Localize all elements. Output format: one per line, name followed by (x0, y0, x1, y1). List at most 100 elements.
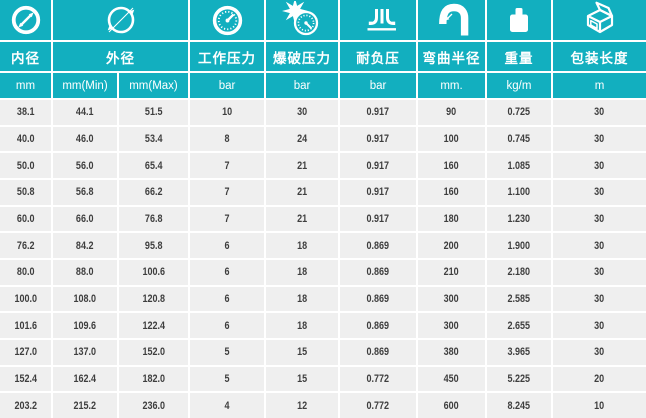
table-cell-r3-c7: 160 (418, 153, 485, 178)
unit-weight: kg/m (487, 73, 551, 98)
table-cell-r5-c1: 60.0 (0, 206, 51, 232)
table-cell-r3-c2: 56.0 (53, 153, 117, 178)
table-cell-r10-c2: 137.0 (53, 339, 117, 365)
table-cell-r8-c3: 120.8 (119, 286, 188, 312)
pressure-gauge-icon (212, 5, 242, 35)
vacuum-icon (367, 9, 396, 31)
table-cell-r11-c4: 5 (190, 366, 264, 392)
table-cell-r11-c9: 20 (553, 366, 646, 392)
table-cell-r11-c7: 450 (418, 366, 485, 392)
table-cell-r11-c2: 162.4 (53, 366, 117, 392)
table-cell-r7-c2: 88.0 (53, 259, 117, 285)
table-cell-r12-c4: 4 (190, 393, 264, 418)
table-cell-r3-c6: 0.917 (340, 153, 416, 178)
column-label-outer-diameter: 外径 (53, 42, 188, 71)
table-cell-r10-c4: 5 (190, 339, 264, 365)
table-cell-r6-c7: 200 (418, 233, 485, 258)
table-cell-r5-c6: 0.917 (340, 206, 416, 232)
icon-cell-bend-radius (418, 0, 485, 40)
package-box-icon (586, 1, 613, 34)
table-cell-r12-c2: 215.2 (53, 393, 117, 418)
icon-cell-vacuum (340, 0, 416, 40)
table-cell-r5-c8: 1.230 (487, 206, 551, 232)
table-cell-r12-c8: 8.245 (487, 393, 551, 418)
column-label-bend-radius: 弯曲半径 (418, 42, 485, 71)
table-cell-r9-c9: 30 (553, 313, 646, 338)
table-cell-r2-c4: 8 (190, 126, 264, 152)
table-cell-r10-c1: 127.0 (0, 339, 51, 365)
table-cell-r4-c6: 0.917 (340, 179, 416, 205)
table-cell-r3-c9: 30 (553, 153, 646, 178)
table-cell-r5-c4: 7 (190, 206, 264, 232)
table-cell-r10-c7: 380 (418, 339, 485, 365)
unit-burst-pressure: bar (266, 73, 338, 98)
table-cell-r4-c1: 50.8 (0, 179, 51, 205)
unit-package-length: m (553, 73, 646, 98)
unit-inner-diameter: mm (0, 73, 51, 98)
table-cell-r2-c3: 53.4 (119, 126, 188, 152)
icon-cell-package-length (553, 0, 646, 40)
table-cell-r4-c8: 1.100 (487, 179, 551, 205)
table-cell-r6-c5: 18 (266, 233, 338, 258)
table-cell-r3-c8: 1.085 (487, 153, 551, 178)
table-cell-r9-c5: 18 (266, 313, 338, 338)
unit-outer-diameter-min: mm(Min) (53, 73, 117, 98)
icon-cell-weight (487, 0, 551, 40)
table-cell-r10-c9: 30 (553, 339, 646, 365)
icon-cell-inner-diameter (0, 0, 51, 40)
table-cell-r4-c5: 21 (266, 179, 338, 205)
icon-cell-working-pressure (190, 0, 264, 40)
table-cell-r1-c1: 38.1 (0, 100, 51, 125)
table-cell-r9-c6: 0.869 (340, 313, 416, 338)
table-cell-r3-c1: 50.0 (0, 153, 51, 178)
table-cell-r5-c5: 21 (266, 206, 338, 232)
table-cell-r5-c9: 30 (553, 206, 646, 232)
column-label-working-pressure: 工作压力 (190, 42, 264, 71)
table-cell-r8-c1: 100.0 (0, 286, 51, 312)
table-cell-r5-c7: 180 (418, 206, 485, 232)
table-cell-r11-c3: 182.0 (119, 366, 188, 392)
table-cell-r7-c8: 2.180 (487, 259, 551, 285)
table-cell-r10-c3: 152.0 (119, 339, 188, 365)
column-label-vacuum: 耐负压 (340, 42, 416, 71)
table-cell-r12-c9: 10 (553, 393, 646, 418)
table-cell-r9-c4: 6 (190, 313, 264, 338)
table-cell-r2-c7: 100 (418, 126, 485, 152)
weight-icon (510, 8, 528, 32)
table-cell-r7-c5: 18 (266, 259, 338, 285)
table-cell-r8-c2: 108.0 (53, 286, 117, 312)
table-cell-r11-c8: 5.225 (487, 366, 551, 392)
bend-radius-icon (438, 3, 468, 36)
table-cell-r3-c5: 21 (266, 153, 338, 178)
burst-pressure-icon (282, 1, 319, 36)
icon-cell-outer-diameter (53, 0, 188, 40)
table-cell-r7-c3: 100.6 (119, 259, 188, 285)
table-cell-r8-c7: 300 (418, 286, 485, 312)
table-cell-r7-c7: 210 (418, 259, 485, 285)
table-cell-r6-c3: 95.8 (119, 233, 188, 258)
table-cell-r12-c1: 203.2 (0, 393, 51, 418)
table-cell-r4-c2: 56.8 (53, 179, 117, 205)
table-cell-r8-c4: 6 (190, 286, 264, 312)
table-cell-r9-c2: 109.6 (53, 313, 117, 338)
table-cell-r11-c6: 0.772 (340, 366, 416, 392)
table-cell-r6-c1: 76.2 (0, 233, 51, 258)
unit-working-pressure: bar (190, 73, 264, 98)
table-cell-r1-c3: 51.5 (119, 100, 188, 125)
unit-bend-radius: mm. (418, 73, 485, 98)
table-cell-r9-c8: 2.655 (487, 313, 551, 338)
table-cell-r4-c9: 30 (553, 179, 646, 205)
table-cell-r4-c4: 7 (190, 179, 264, 205)
column-label-package-length: 包装长度 (553, 42, 646, 71)
table-cell-r1-c8: 0.725 (487, 100, 551, 125)
table-cell-r3-c3: 65.4 (119, 153, 188, 178)
table-cell-r11-c1: 152.4 (0, 366, 51, 392)
inner-diameter-icon (11, 5, 40, 35)
table-cell-r1-c9: 30 (553, 100, 646, 125)
table-cell-r3-c4: 7 (190, 153, 264, 178)
table-cell-r7-c1: 80.0 (0, 259, 51, 285)
table-cell-r9-c1: 101.6 (0, 313, 51, 338)
table-cell-r2-c2: 46.0 (53, 126, 117, 152)
table-cell-r2-c9: 30 (553, 126, 646, 152)
